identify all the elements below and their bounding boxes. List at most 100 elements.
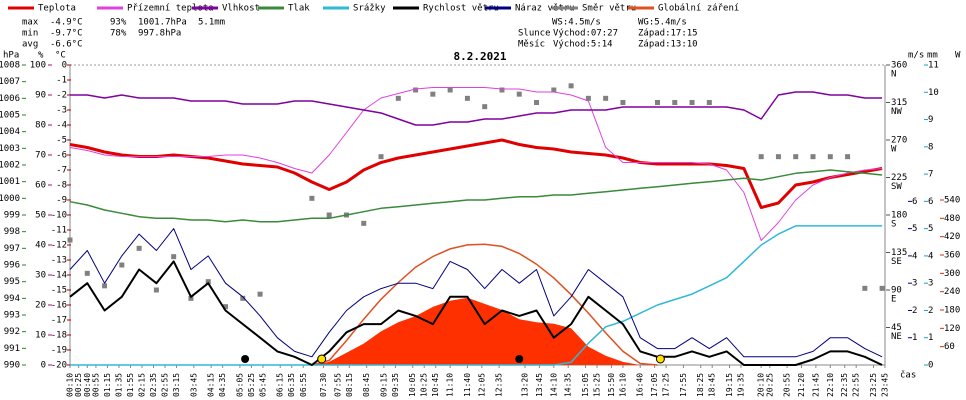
stat-hum: 78% xyxy=(110,29,127,39)
info-moon-set: Západ:13:10 xyxy=(638,40,698,50)
legend-label: Přízemní teplota xyxy=(127,4,214,14)
y-tick-label: 999 xyxy=(4,211,20,221)
y-tick-label: -12 xyxy=(51,241,67,251)
y-tick-name: E xyxy=(891,295,896,305)
y-tick-name: N xyxy=(891,70,896,80)
y-tick-label: 30 xyxy=(35,271,46,281)
radiation-area xyxy=(70,297,883,365)
direction-point xyxy=(810,154,816,160)
series-line xyxy=(69,228,883,358)
legend-label: Srážky xyxy=(353,4,386,14)
x-tick-label: 09:35 xyxy=(391,373,400,397)
x-tick-label: 06:35 xyxy=(287,373,296,397)
series-line xyxy=(69,87,883,241)
direction-point xyxy=(119,262,125,268)
x-tick-label: 11:40 xyxy=(463,373,472,397)
x-tick-label: 20:25 xyxy=(765,373,774,397)
y-tick-label: 100 xyxy=(30,61,46,71)
x-tick-label: 16:40 xyxy=(636,373,645,397)
direction-point xyxy=(361,220,367,226)
direction-point xyxy=(102,283,108,289)
y-tick-label: -4 xyxy=(56,121,67,131)
x-tick-label: 12:35 xyxy=(495,373,504,397)
y-tick-label: 20 xyxy=(35,301,46,311)
direction-point xyxy=(395,95,401,101)
info-sun-rise: Východ:07:27 xyxy=(553,29,618,39)
x-tick-label: 15:05 xyxy=(581,373,590,397)
y-tick-label: 1003 xyxy=(0,144,20,154)
x-tick-label: 02:55 xyxy=(161,373,170,397)
clear-sky-line xyxy=(311,243,658,366)
y-tick-label: 5 xyxy=(912,224,917,234)
x-tick-label: 23:25 xyxy=(869,373,878,397)
direction-point xyxy=(430,91,436,97)
x-tick-label: 02:15 xyxy=(137,373,146,397)
direction-point xyxy=(223,304,229,310)
x-tick-label: 03:15 xyxy=(172,373,181,397)
y-tick-label: 1007 xyxy=(0,77,20,87)
axis-unit: m/s xyxy=(908,51,924,61)
y-tick-label: 1006 xyxy=(0,94,20,104)
x-tick-label: 04:15 xyxy=(207,373,216,397)
y-tick-label: 0 xyxy=(62,61,67,71)
y-tick-label: -14 xyxy=(51,271,67,281)
y-tick-label: 120 xyxy=(944,324,960,334)
y-tick-label: 997 xyxy=(4,244,20,254)
direction-point xyxy=(413,87,419,93)
info-ws: WS:4.5m/s xyxy=(552,18,601,28)
stat-temp: -4.9°C xyxy=(50,18,83,28)
y-tick-label: 360 xyxy=(944,251,960,261)
y-tick-label: 1002 xyxy=(0,161,20,171)
x-tick-label: 05:45 xyxy=(258,373,267,397)
y-tick-label: -5 xyxy=(56,136,67,146)
x-tick-label: 10:05 xyxy=(408,373,417,397)
axis-unit: mm xyxy=(927,51,938,61)
direction-point xyxy=(672,100,678,105)
direction-point xyxy=(654,100,660,105)
x-tick-label: 07:55 xyxy=(333,373,342,397)
y-tick-label: 80 xyxy=(35,121,46,131)
moon-marker xyxy=(515,355,524,363)
y-tick-label: 420 xyxy=(944,232,960,242)
y-tick-label: -7 xyxy=(56,166,67,176)
x-tick-label: 17:55 xyxy=(679,373,688,397)
x-tick-label: 14:10 xyxy=(549,373,558,397)
x-tick-label: 01:35 xyxy=(114,373,123,397)
direction-point xyxy=(879,285,885,291)
direction-point xyxy=(447,87,453,93)
y-tick-label: 3 xyxy=(912,279,917,289)
y-tick-label: 90 xyxy=(35,91,46,101)
sun-marker xyxy=(317,354,327,364)
y-tick-label: 300 xyxy=(944,269,960,279)
direction-point xyxy=(136,245,142,251)
y-tick-label: 990 xyxy=(4,361,20,371)
x-tick-label: 00:55 xyxy=(91,373,100,397)
x-tick-label: 12:05 xyxy=(477,373,486,397)
x-tick-label: 17:25 xyxy=(662,373,671,397)
x-tick-label: 13:45 xyxy=(535,373,544,397)
y-tick-label: -10 xyxy=(51,211,67,221)
direction-point xyxy=(603,95,609,101)
direction-point xyxy=(482,104,488,110)
sun-marker xyxy=(655,354,665,364)
legend-label: Teplota xyxy=(38,4,76,14)
direction-point xyxy=(516,91,522,97)
y-tick-label: -13 xyxy=(51,256,67,266)
legend-label: Globální záření xyxy=(658,4,739,14)
x-tick-label: 08:45 xyxy=(362,373,371,397)
direction-point xyxy=(188,295,194,301)
x-tick-label: 17:05 xyxy=(650,373,659,397)
x-tick-label: 05:25 xyxy=(247,373,256,397)
y-tick-label: 315 xyxy=(891,98,907,108)
direction-point xyxy=(326,212,332,218)
x-tick-label: 18:45 xyxy=(708,373,717,397)
x-tick-label: 20:55 xyxy=(783,373,792,397)
x-tick-label: 20:10 xyxy=(757,373,766,397)
y-tick-label: -11 xyxy=(51,226,67,236)
x-tick-label: 21:20 xyxy=(797,373,806,397)
y-tick-label: 1004 xyxy=(0,127,20,137)
y-tick-label: 50 xyxy=(35,211,46,221)
direction-point xyxy=(862,285,868,291)
y-tick-name: SE xyxy=(891,257,902,267)
y-tick-label: 0 xyxy=(41,361,46,371)
